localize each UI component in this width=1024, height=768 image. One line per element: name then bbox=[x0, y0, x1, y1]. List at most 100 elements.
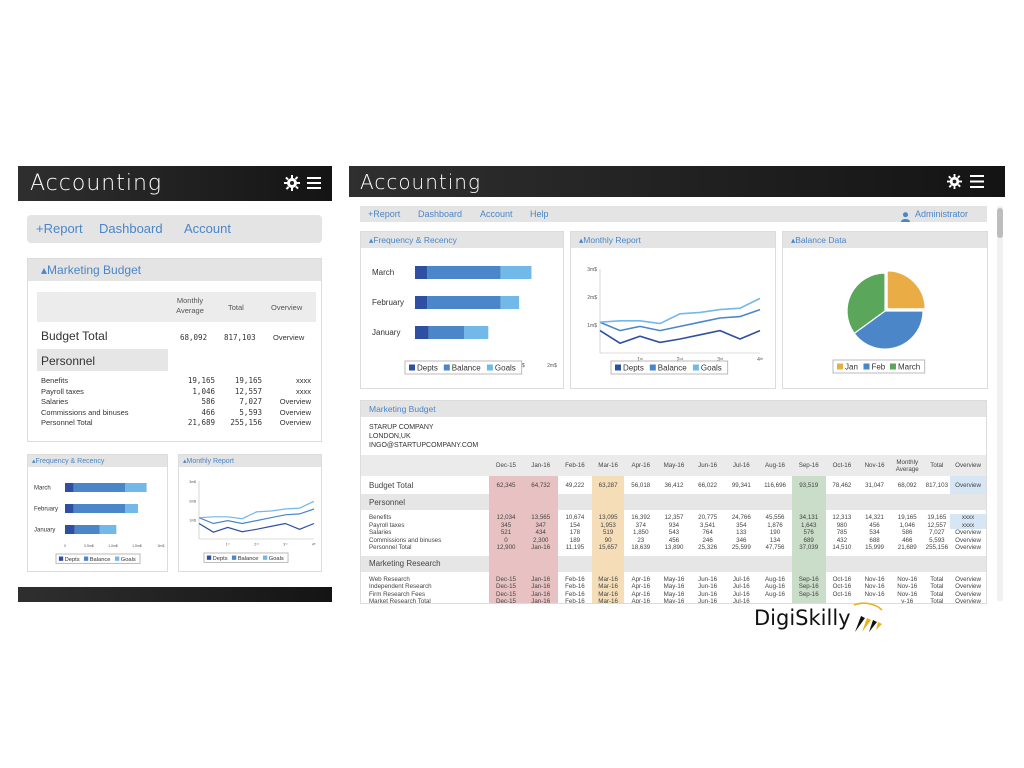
bar-depts[interactable] bbox=[65, 483, 74, 492]
cell: 190 bbox=[769, 529, 781, 536]
nav-dashboard[interactable]: Dashboard bbox=[418, 209, 463, 219]
pie-slice-feb[interactable] bbox=[853, 310, 924, 350]
gear-icon[interactable] bbox=[947, 174, 962, 189]
row-label: Independent Research bbox=[369, 583, 432, 590]
cell: Jan-16 bbox=[523, 598, 559, 603]
cell: Overview bbox=[955, 598, 981, 604]
gear-icon[interactable] bbox=[284, 175, 300, 191]
cell: 14,510 bbox=[832, 544, 852, 551]
cell: Apr-16 bbox=[631, 598, 651, 604]
cell: 7,027 bbox=[929, 529, 945, 536]
series-line-goals[interactable] bbox=[599, 297, 761, 325]
left-monthly-title: ▴Monthly Report bbox=[183, 458, 234, 465]
cell bbox=[891, 494, 924, 510]
cell bbox=[950, 494, 986, 510]
series-line-depts[interactable] bbox=[198, 522, 315, 533]
menu-icon[interactable] bbox=[307, 176, 321, 190]
cell: Nov-16 bbox=[864, 575, 885, 583]
cell: Overview bbox=[950, 476, 986, 494]
cell: 34,131 bbox=[791, 514, 826, 522]
cell: 586 bbox=[902, 529, 913, 536]
pie-slice-march[interactable] bbox=[846, 272, 886, 335]
cell: Total bbox=[930, 590, 944, 598]
bar-depts[interactable] bbox=[65, 504, 74, 513]
nav-account[interactable]: Account bbox=[184, 221, 231, 236]
nav-report[interactable]: +Report bbox=[368, 209, 401, 219]
series-line-depts[interactable] bbox=[599, 329, 761, 345]
cell: 25,326 bbox=[698, 544, 718, 551]
scrollbar-track[interactable] bbox=[997, 206, 1003, 601]
section-label: Marketing Research bbox=[369, 559, 441, 568]
bar-depts[interactable] bbox=[415, 266, 428, 279]
row-label: Market Research Total bbox=[369, 598, 431, 604]
row-total: 12,557 bbox=[234, 386, 262, 396]
month-header: Total bbox=[930, 462, 944, 469]
budget-total-overview: Overview bbox=[273, 333, 305, 342]
bar-goals[interactable] bbox=[125, 483, 147, 492]
left-budget-panel-head[interactable]: ▴Marketing Budget bbox=[28, 259, 321, 281]
cell: Mar-16 bbox=[591, 583, 625, 591]
pie-slice-jan[interactable] bbox=[886, 270, 926, 310]
bar-balance[interactable] bbox=[73, 504, 125, 513]
table-row: Personnel Total 12,900 Jan-16 11,195 15,657 1… bbox=[361, 544, 986, 552]
nav-report[interactable]: +Report bbox=[36, 221, 83, 236]
row-total: 255,156 bbox=[230, 418, 262, 427]
legend-box bbox=[610, 360, 729, 375]
monthly-panel-head[interactable]: ▴Monthly Report bbox=[571, 232, 775, 248]
x-tick-label: 2ⁿᵈ bbox=[677, 357, 684, 363]
nav-account[interactable]: Account bbox=[480, 209, 513, 219]
cell: Feb-16 bbox=[565, 583, 585, 590]
menu-icon[interactable] bbox=[970, 175, 984, 188]
series-line-balance[interactable] bbox=[599, 308, 761, 332]
bar-depts[interactable] bbox=[65, 525, 75, 534]
bar-balance[interactable] bbox=[427, 296, 501, 309]
row-label: Personnel Total bbox=[369, 544, 412, 551]
legend-swatch bbox=[692, 364, 699, 371]
left-freq-head[interactable]: ▴Frequency & Recency bbox=[28, 455, 167, 467]
bar-balance[interactable] bbox=[73, 483, 125, 492]
bar-goals[interactable] bbox=[464, 326, 489, 339]
bar-balance[interactable] bbox=[74, 525, 100, 534]
cell: 66,022 bbox=[698, 481, 718, 489]
x-tick-label: 1.0m$ bbox=[108, 544, 118, 548]
series-line-balance[interactable] bbox=[198, 508, 315, 525]
legend-label: Goals bbox=[495, 364, 516, 373]
month-header: May-16 bbox=[663, 462, 685, 469]
cell: 12,900 bbox=[488, 544, 524, 552]
cell bbox=[891, 556, 924, 572]
bar-goals[interactable] bbox=[500, 266, 532, 279]
bar-goals[interactable] bbox=[125, 504, 138, 513]
cell: xxxx bbox=[950, 521, 986, 529]
left-monthly-head[interactable]: ▴Monthly Report bbox=[179, 455, 321, 467]
cell bbox=[858, 556, 891, 572]
cell: Jun-16 bbox=[698, 590, 718, 598]
bar-balance[interactable] bbox=[427, 266, 501, 279]
marketing-budget-head[interactable]: Marketing Budget bbox=[361, 401, 986, 417]
freq-panel-head[interactable]: ▴Frequency & Recency bbox=[361, 232, 563, 248]
left-footer-bar bbox=[18, 587, 332, 602]
bar-goals[interactable] bbox=[500, 296, 520, 309]
cell: 15,657 bbox=[591, 544, 625, 552]
row-total: 7,027 bbox=[239, 397, 262, 406]
cell: 374 bbox=[635, 521, 646, 529]
scrollbar-thumb[interactable] bbox=[997, 208, 1003, 238]
month-header: Nov-16 bbox=[864, 462, 885, 469]
bar-depts[interactable] bbox=[415, 296, 428, 309]
cell: 688 bbox=[869, 536, 880, 544]
nav-dashboard[interactable]: Dashboard bbox=[99, 221, 163, 236]
cell bbox=[657, 556, 691, 572]
bar-depts[interactable] bbox=[415, 326, 429, 339]
bar-balance[interactable] bbox=[428, 326, 465, 339]
table-row: Benefits 12,034 13,565 10,674 13,095 16,392 12… bbox=[361, 514, 986, 522]
table-row: Independent Research Dec-15 Jan-16 Feb-16 Ma… bbox=[361, 583, 986, 591]
admin-link[interactable]: Administrator bbox=[915, 209, 969, 219]
nav-help[interactable]: Help bbox=[530, 209, 549, 219]
month-header: Dec-15 bbox=[496, 462, 516, 469]
balance-panel-head[interactable]: ▴Balance Data bbox=[783, 232, 987, 248]
cell bbox=[558, 556, 592, 572]
legend-label: Goals bbox=[121, 557, 136, 563]
series-line-goals[interactable] bbox=[198, 500, 315, 520]
bar-goals[interactable] bbox=[99, 525, 117, 534]
x-tick-label: 1.5m$ bbox=[132, 544, 142, 548]
row-label: Web Research bbox=[369, 575, 410, 583]
